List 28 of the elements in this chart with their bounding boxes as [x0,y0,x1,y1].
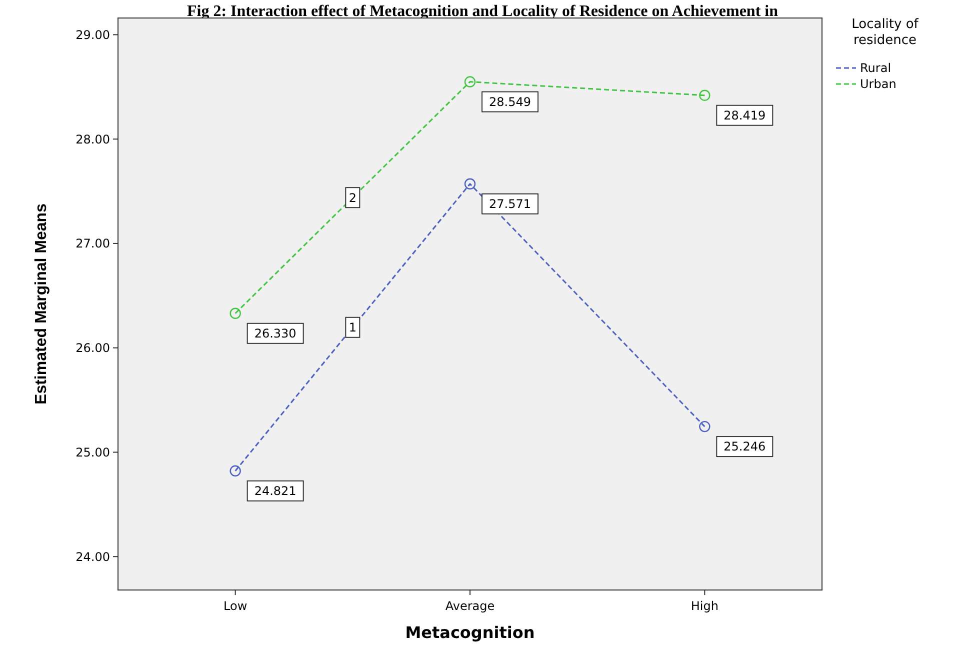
y-tick-label: 26.00 [76,341,110,356]
legend-title: Locality of residence [852,17,919,48]
point [230,465,241,477]
x-axis-title: Metacognition [405,623,535,642]
data-label: 25.246 [724,440,766,454]
x-tick-label: Average [445,599,495,613]
y-axis-title: Estimated Marginal Means [33,203,50,404]
legend-label: Urban [860,77,896,92]
annotation: 1 [348,320,356,335]
data-label: 27.571 [489,197,531,212]
point [699,90,710,101]
point [464,178,476,190]
x-tick-label: Low [224,599,248,613]
data-label: 26.330 [254,326,296,341]
point [230,308,241,319]
x-tick-label: High [690,599,718,613]
y-tick-label: 29.00 [76,28,110,42]
data-label: 28.549 [489,94,531,109]
y-tick-label: 28.00 [76,132,110,146]
y-tick-label: 27.00 [76,236,110,251]
data-label: 24.821 [254,484,296,498]
point [699,420,710,432]
point [464,76,476,88]
annotation: 2 [348,190,356,205]
data-label: 28.419 [724,108,766,123]
legend-label: Rural [860,61,892,76]
y-tick-label: 25.00 [76,445,110,460]
y-tick-label: 24.00 [76,550,110,564]
